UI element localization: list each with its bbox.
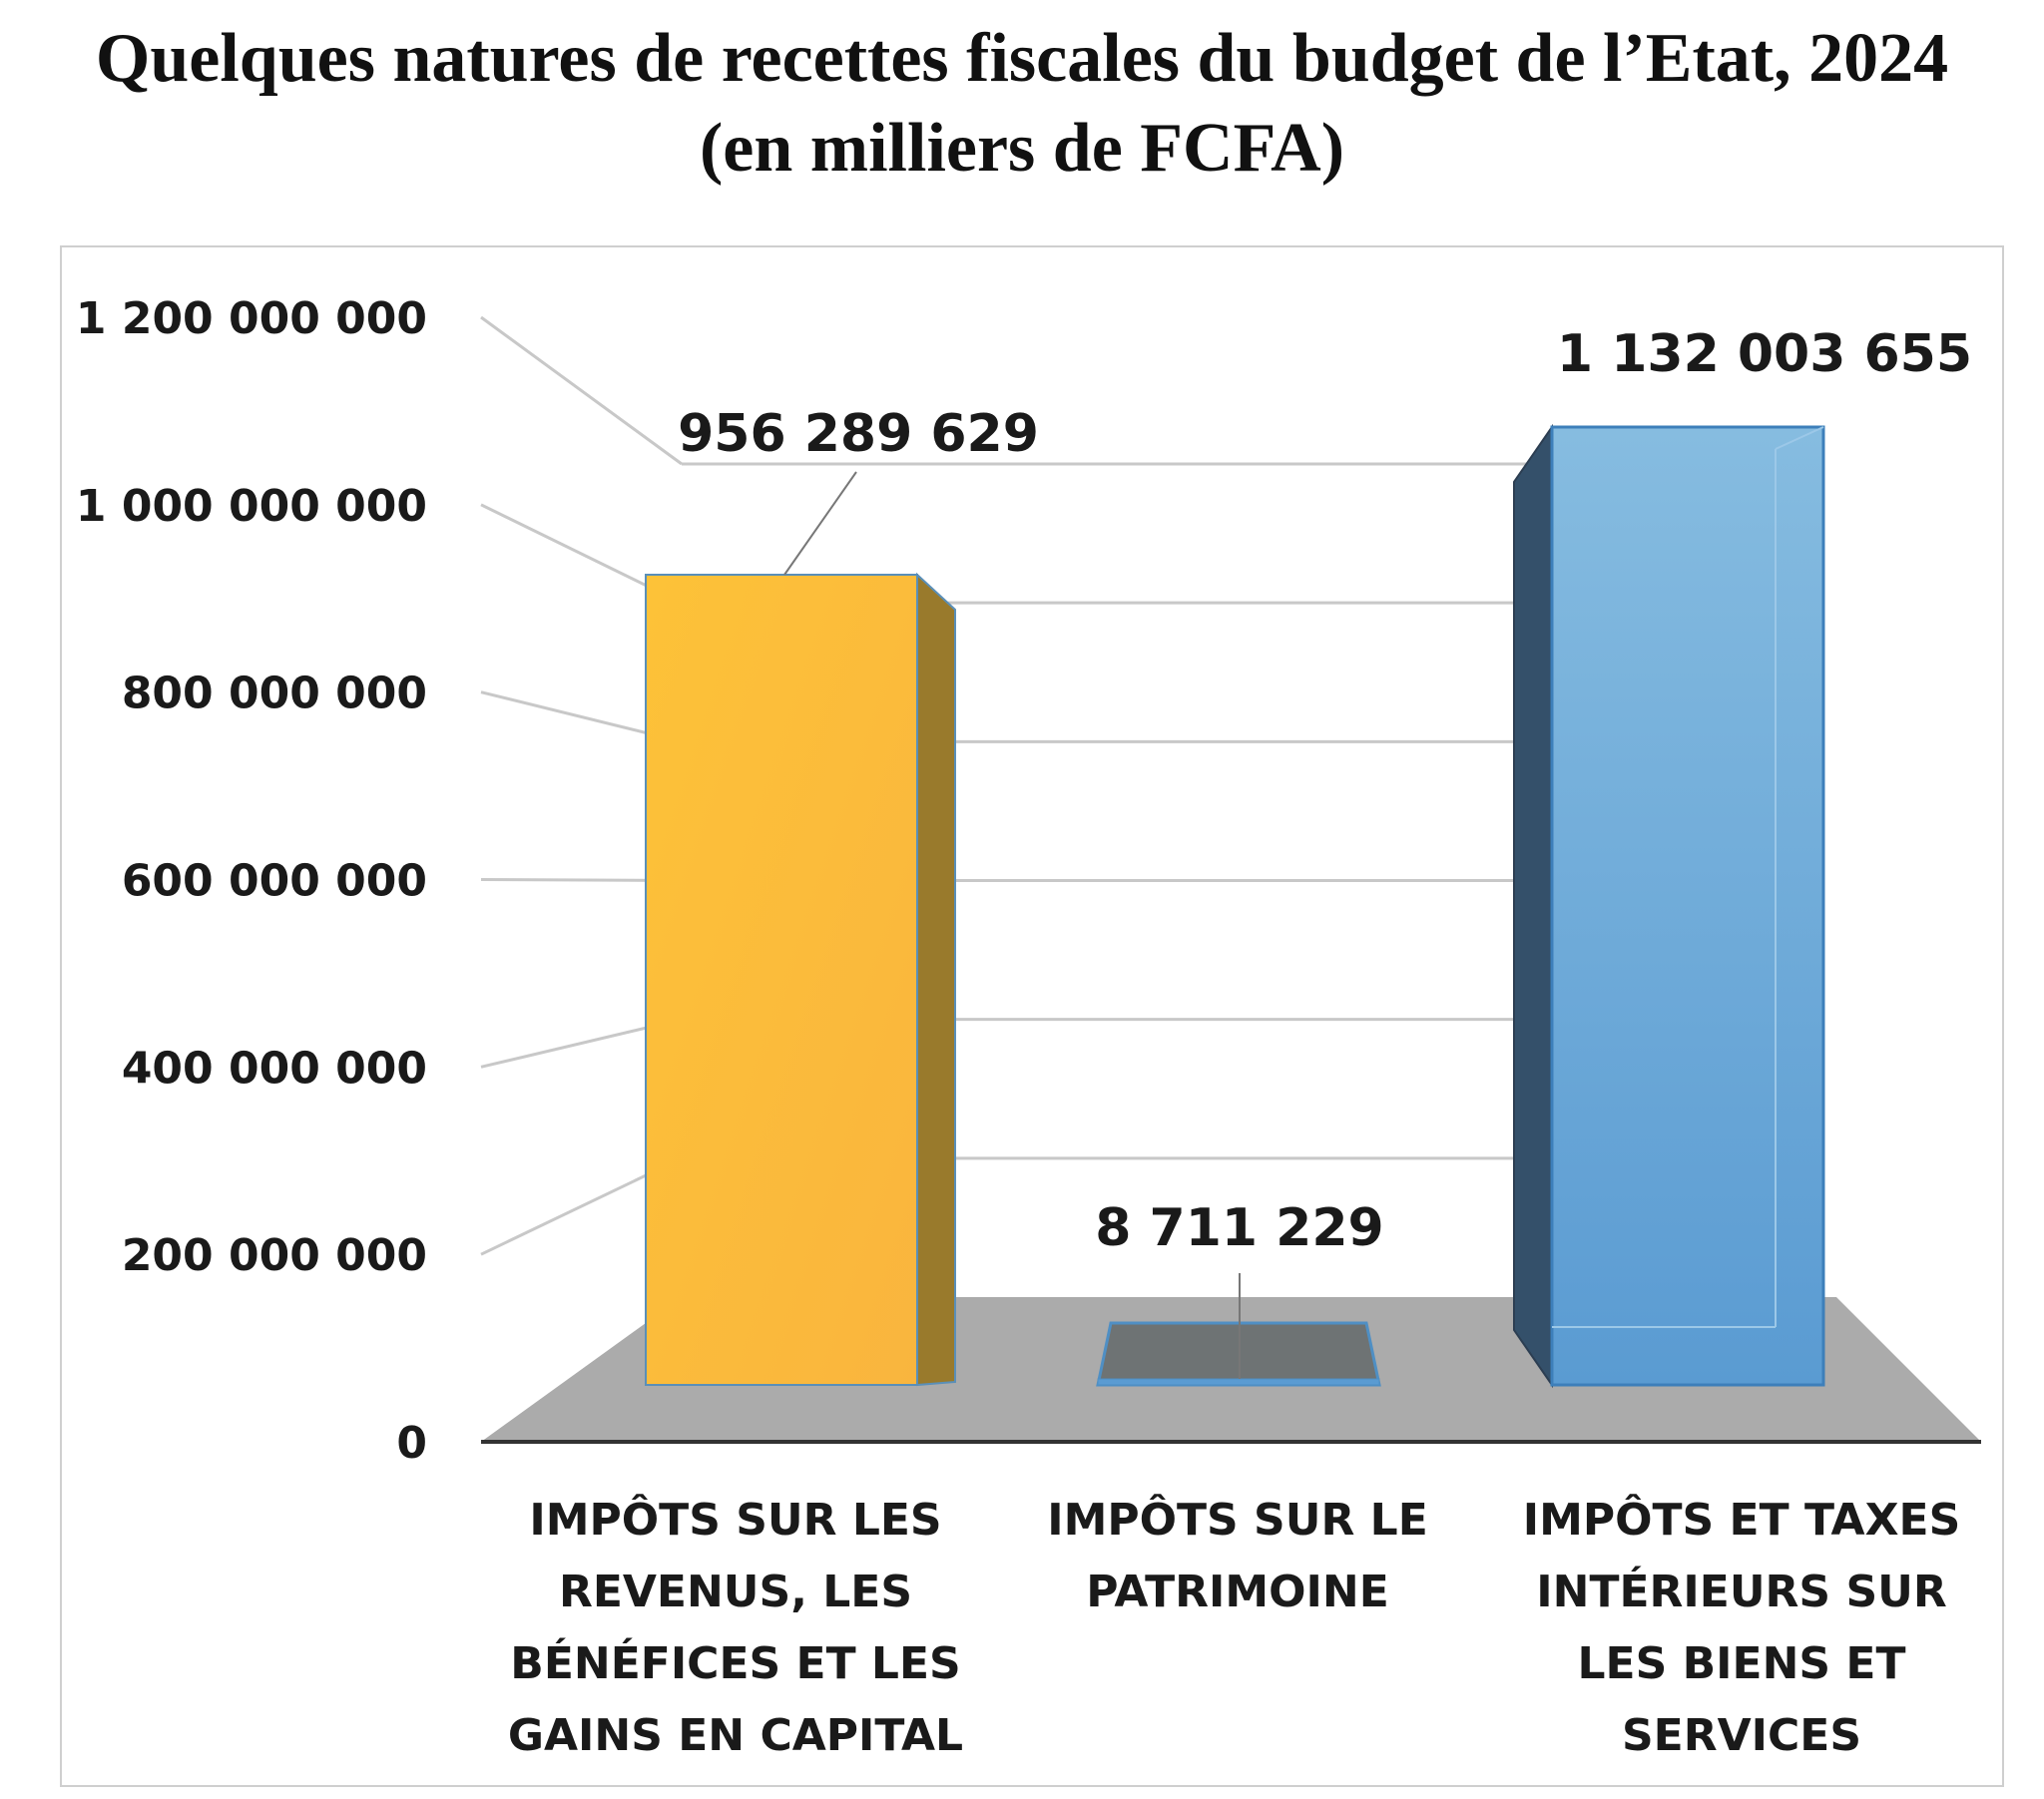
bar-front <box>1550 425 1825 1387</box>
y-tick-label: 0 <box>396 1418 427 1469</box>
y-tick-label: 1 200 000 000 <box>76 293 427 344</box>
x-tick-label-line: SERVICES <box>1621 1710 1862 1761</box>
data-label: 1 132 003 655 <box>1557 324 1972 384</box>
x-tick-label-line: BÉNÉFICES ET LES <box>510 1638 961 1689</box>
x-tick-label-line: REVENUS, LES <box>558 1567 913 1617</box>
x-tick-label-line: PATRIMOINE <box>1086 1567 1389 1617</box>
x-tick-label: IMPÔTS ET TAXES INTÉRIEURS SUR LES BIENS E… <box>1502 1485 1981 1772</box>
x-tick-label-line: LES BIENS ET <box>1577 1638 1906 1689</box>
x-tick-label-line: IMPÔTS SUR LE <box>1047 1495 1428 1546</box>
x-tick-label: IMPÔTS SUR LES REVENUS, LES BÉNÉFICES ET L… <box>496 1485 975 1772</box>
x-tick-label-line: GAINS EN CAPITAL <box>507 1710 964 1761</box>
bar-inner-edge <box>1775 426 1824 450</box>
y-tick-label: 400 000 000 <box>122 1043 427 1094</box>
depth-gridline <box>480 315 683 466</box>
data-label: 8 711 229 <box>1095 1198 1383 1258</box>
y-tick-label: 200 000 000 <box>122 1230 427 1281</box>
chart-title: Quelques natures de recettes fiscales du… <box>0 14 2044 194</box>
x-tick-label-line: IMPÔTS SUR LES <box>529 1495 942 1546</box>
chart-frame <box>60 245 2004 1787</box>
bar-side <box>1513 423 1553 1389</box>
bar-front <box>645 574 918 1386</box>
x-tick-label-line: INTÉRIEURS SUR <box>1536 1567 1947 1617</box>
chart-subtitle: (en milliers de FCFA) <box>699 110 1345 187</box>
chart-title-line: Quelques natures de recettes fiscales du… <box>95 20 1949 97</box>
x-tick-label-line: IMPÔTS ET TAXES <box>1522 1495 1961 1546</box>
y-tick-label: 600 000 000 <box>122 856 427 907</box>
y-tick-label: 1 000 000 000 <box>76 481 427 532</box>
x-tick-label: IMPÔTS SUR LE PATRIMOINE <box>998 1485 1477 1628</box>
y-tick-label: 800 000 000 <box>122 669 427 719</box>
bar-front <box>1097 1378 1380 1386</box>
data-label-leader <box>783 471 857 576</box>
bar-side <box>916 572 956 1387</box>
data-label: 956 289 629 <box>678 404 1039 464</box>
